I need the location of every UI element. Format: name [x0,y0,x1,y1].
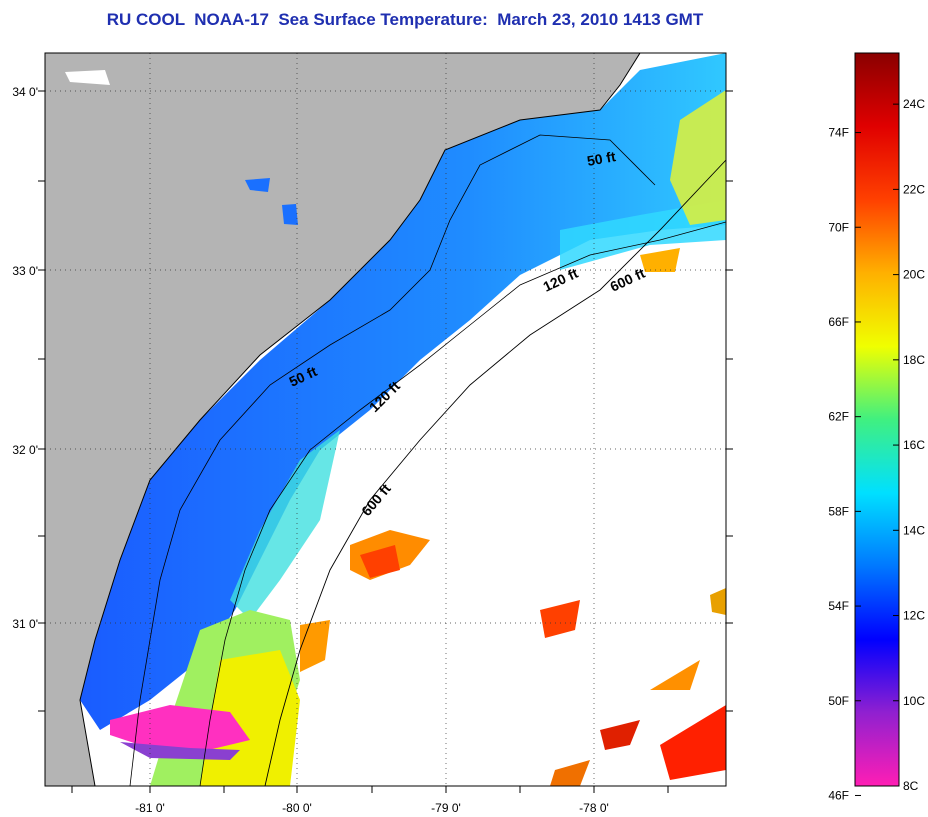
colorbar-celsius-label: 14C [903,523,925,537]
colorbar-celsius-label: 8C [903,779,919,793]
colorbar-fahrenheit-label: 62F [828,410,849,424]
lat-tick-label: 34 0' [12,85,38,99]
cold-patch-violet [120,742,240,760]
land-mass [45,53,640,786]
map-title: RU COOL NOAA-17 Sea Surface Temperature:… [106,10,704,29]
graticule [45,53,726,786]
lat-tick-label: 32 0' [12,443,38,457]
colorbar-fahrenheit-label: 46F [828,788,849,802]
colorbar-fahrenheit-labels: 74F 70F 66F 62F 58F 54F 50F 46F [828,126,849,803]
lon-tick-label: -81 0' [135,801,165,815]
lon-tick-label: -79 0' [431,801,461,815]
colorbar [854,52,900,787]
frame-ticks [38,90,733,793]
contour-label-50ft: 50 ft [586,148,617,169]
warm-water-northeast [670,90,726,225]
lon-tick-label: -78 0' [579,801,609,815]
colorbar-fahrenheit-label: 70F [828,220,849,234]
colorbar-fahrenheit-label: 66F [828,315,849,329]
colorbar-fahrenheit-label: 54F [828,599,849,613]
colorbar-celsius-labels: 24C 22C 20C 18C 16C 14C 12C 10C 8C [903,97,925,793]
inland-lake [282,204,298,225]
colorbar-fahrenheit-label: 58F [828,504,849,518]
shelf-water-cold [80,53,726,730]
map-plot-area [45,53,726,786]
colorbar-celsius-label: 20C [903,268,925,282]
coastline [79,53,641,786]
inland-lake [245,178,270,192]
colorbar-fahrenheit-label: 74F [828,126,849,140]
colorbar-fahrenheit-label: 50F [828,694,849,708]
shelf-water-mid-south [230,430,340,620]
lat-tick-label: 33 0' [12,264,38,278]
contour-120ft [199,221,726,786]
contour-50ft [129,134,656,786]
colorbar-celsius-label: 10C [903,694,925,708]
colorbar-celsius-label: 24C [903,97,925,111]
colorbar-celsius-label: 22C [903,182,925,196]
plot-frame [44,52,727,787]
lat-tick-label: 31 0' [12,617,38,631]
cold-patch-magenta [110,705,250,752]
colorbar-celsius-label: 16C [903,438,925,452]
inland-lake [65,70,110,85]
lon-tick-label: -80 0' [282,801,312,815]
colorbar-celsius-label: 18C [903,353,925,367]
colorbar-ticks [855,103,899,796]
colorbar-celsius-label: 12C [903,609,925,623]
gulf-stream-warm-patches [300,248,726,786]
